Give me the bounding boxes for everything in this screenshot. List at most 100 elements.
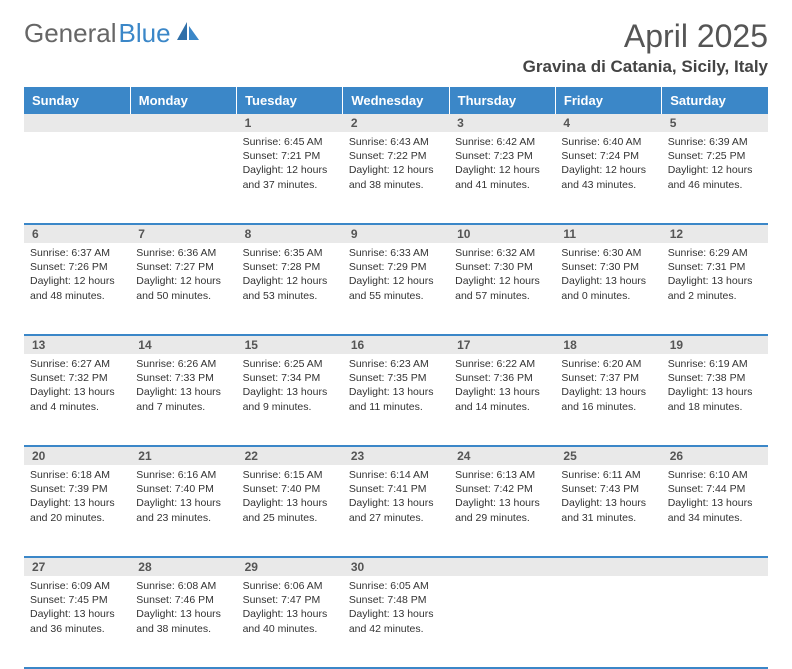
- day-details: Sunrise: 6:27 AMSunset: 7:32 PMDaylight:…: [24, 354, 130, 420]
- calendar-day-cell: Sunrise: 6:32 AMSunset: 7:30 PMDaylight:…: [449, 243, 555, 335]
- day-details: Sunrise: 6:14 AMSunset: 7:41 PMDaylight:…: [343, 465, 449, 531]
- calendar-week-row: Sunrise: 6:18 AMSunset: 7:39 PMDaylight:…: [24, 465, 768, 557]
- empty-cell: [449, 576, 555, 668]
- day-number: 7: [130, 225, 236, 243]
- calendar-day-cell: Sunrise: 6:20 AMSunset: 7:37 PMDaylight:…: [555, 354, 661, 446]
- calendar-day-cell: Sunrise: 6:09 AMSunset: 7:45 PMDaylight:…: [24, 576, 130, 668]
- calendar-day-cell: Sunrise: 6:45 AMSunset: 7:21 PMDaylight:…: [237, 132, 343, 224]
- sunset-line: Sunset: 7:48 PM: [349, 593, 443, 607]
- day-number: 20: [24, 447, 130, 465]
- daylight-line: Daylight: 13 hours and 29 minutes.: [455, 496, 549, 524]
- day-number: 28: [130, 558, 236, 576]
- day-number-cell: 28: [130, 557, 236, 576]
- calendar-day-cell: Sunrise: 6:42 AMSunset: 7:23 PMDaylight:…: [449, 132, 555, 224]
- day-number: 4: [555, 114, 661, 132]
- day-number-cell: 7: [130, 224, 236, 243]
- daylight-line: Daylight: 13 hours and 16 minutes.: [561, 385, 655, 413]
- day-number: 29: [237, 558, 343, 576]
- day-details: Sunrise: 6:08 AMSunset: 7:46 PMDaylight:…: [130, 576, 236, 642]
- empty-daynum-cell: [555, 557, 661, 576]
- sunrise-line: Sunrise: 6:11 AM: [561, 468, 655, 482]
- day-number: 13: [24, 336, 130, 354]
- day-number: 9: [343, 225, 449, 243]
- day-number: 26: [662, 447, 768, 465]
- sunset-line: Sunset: 7:30 PM: [455, 260, 549, 274]
- day-details: Sunrise: 6:29 AMSunset: 7:31 PMDaylight:…: [662, 243, 768, 309]
- sunset-line: Sunset: 7:46 PM: [136, 593, 230, 607]
- sunrise-line: Sunrise: 6:16 AM: [136, 468, 230, 482]
- sunset-line: Sunset: 7:39 PM: [30, 482, 124, 496]
- sunset-line: Sunset: 7:37 PM: [561, 371, 655, 385]
- day-details: Sunrise: 6:30 AMSunset: 7:30 PMDaylight:…: [555, 243, 661, 309]
- day-number: 25: [555, 447, 661, 465]
- day-number-cell: 14: [130, 335, 236, 354]
- day-details: Sunrise: 6:42 AMSunset: 7:23 PMDaylight:…: [449, 132, 555, 198]
- sunset-line: Sunset: 7:24 PM: [561, 149, 655, 163]
- day-details: Sunrise: 6:13 AMSunset: 7:42 PMDaylight:…: [449, 465, 555, 531]
- day-number-cell: 21: [130, 446, 236, 465]
- sunrise-line: Sunrise: 6:09 AM: [30, 579, 124, 593]
- day-number-cell: 10: [449, 224, 555, 243]
- day-details: Sunrise: 6:09 AMSunset: 7:45 PMDaylight:…: [24, 576, 130, 642]
- daylight-line: Daylight: 13 hours and 34 minutes.: [668, 496, 762, 524]
- calendar-daynum-row: 13141516171819: [24, 335, 768, 354]
- day-number: 22: [237, 447, 343, 465]
- day-details: Sunrise: 6:23 AMSunset: 7:35 PMDaylight:…: [343, 354, 449, 420]
- sunrise-line: Sunrise: 6:33 AM: [349, 246, 443, 260]
- sunset-line: Sunset: 7:47 PM: [243, 593, 337, 607]
- day-details: Sunrise: 6:39 AMSunset: 7:25 PMDaylight:…: [662, 132, 768, 198]
- day-details: Sunrise: 6:36 AMSunset: 7:27 PMDaylight:…: [130, 243, 236, 309]
- daylight-line: Daylight: 13 hours and 31 minutes.: [561, 496, 655, 524]
- calendar-day-cell: Sunrise: 6:18 AMSunset: 7:39 PMDaylight:…: [24, 465, 130, 557]
- day-details: Sunrise: 6:35 AMSunset: 7:28 PMDaylight:…: [237, 243, 343, 309]
- sunrise-line: Sunrise: 6:19 AM: [668, 357, 762, 371]
- day-details: Sunrise: 6:26 AMSunset: 7:33 PMDaylight:…: [130, 354, 236, 420]
- brand-part2: Blue: [119, 18, 171, 49]
- daylight-line: Daylight: 12 hours and 43 minutes.: [561, 163, 655, 191]
- day-details: Sunrise: 6:10 AMSunset: 7:44 PMDaylight:…: [662, 465, 768, 531]
- daylight-line: Daylight: 12 hours and 57 minutes.: [455, 274, 549, 302]
- day-number-cell: 26: [662, 446, 768, 465]
- calendar-page: GeneralBlue April 2025 Gravina di Catani…: [0, 0, 792, 612]
- day-number: 16: [343, 336, 449, 354]
- calendar-day-cell: Sunrise: 6:11 AMSunset: 7:43 PMDaylight:…: [555, 465, 661, 557]
- day-number-cell: 9: [343, 224, 449, 243]
- sunset-line: Sunset: 7:29 PM: [349, 260, 443, 274]
- day-number-cell: 17: [449, 335, 555, 354]
- sunrise-line: Sunrise: 6:10 AM: [668, 468, 762, 482]
- sunrise-line: Sunrise: 6:32 AM: [455, 246, 549, 260]
- daylight-line: Daylight: 13 hours and 7 minutes.: [136, 385, 230, 413]
- sunset-line: Sunset: 7:40 PM: [243, 482, 337, 496]
- day-number-cell: 12: [662, 224, 768, 243]
- empty-cell: [130, 132, 236, 224]
- page-header: GeneralBlue April 2025 Gravina di Catani…: [24, 18, 768, 77]
- calendar-daynum-row: 20212223242526: [24, 446, 768, 465]
- empty-daynum-cell: [662, 557, 768, 576]
- calendar-day-cell: Sunrise: 6:40 AMSunset: 7:24 PMDaylight:…: [555, 132, 661, 224]
- sunset-line: Sunset: 7:32 PM: [30, 371, 124, 385]
- calendar-day-cell: Sunrise: 6:43 AMSunset: 7:22 PMDaylight:…: [343, 132, 449, 224]
- day-details: Sunrise: 6:15 AMSunset: 7:40 PMDaylight:…: [237, 465, 343, 531]
- sail-icon: [175, 18, 201, 49]
- day-number-cell: 1: [237, 114, 343, 132]
- sunset-line: Sunset: 7:30 PM: [561, 260, 655, 274]
- day-number-cell: 15: [237, 335, 343, 354]
- sunset-line: Sunset: 7:23 PM: [455, 149, 549, 163]
- day-number: 12: [662, 225, 768, 243]
- day-details: Sunrise: 6:33 AMSunset: 7:29 PMDaylight:…: [343, 243, 449, 309]
- daylight-line: Daylight: 12 hours and 46 minutes.: [668, 163, 762, 191]
- calendar-day-cell: Sunrise: 6:13 AMSunset: 7:42 PMDaylight:…: [449, 465, 555, 557]
- sunrise-line: Sunrise: 6:05 AM: [349, 579, 443, 593]
- day-number-cell: 19: [662, 335, 768, 354]
- daylight-line: Daylight: 13 hours and 20 minutes.: [30, 496, 124, 524]
- sunrise-line: Sunrise: 6:29 AM: [668, 246, 762, 260]
- day-number-cell: 29: [237, 557, 343, 576]
- day-number: 3: [449, 114, 555, 132]
- sunrise-line: Sunrise: 6:43 AM: [349, 135, 443, 149]
- day-number-cell: 23: [343, 446, 449, 465]
- daylight-line: Daylight: 12 hours and 53 minutes.: [243, 274, 337, 302]
- day-details: Sunrise: 6:32 AMSunset: 7:30 PMDaylight:…: [449, 243, 555, 309]
- day-details: Sunrise: 6:22 AMSunset: 7:36 PMDaylight:…: [449, 354, 555, 420]
- calendar-week-row: Sunrise: 6:27 AMSunset: 7:32 PMDaylight:…: [24, 354, 768, 446]
- daylight-line: Daylight: 12 hours and 38 minutes.: [349, 163, 443, 191]
